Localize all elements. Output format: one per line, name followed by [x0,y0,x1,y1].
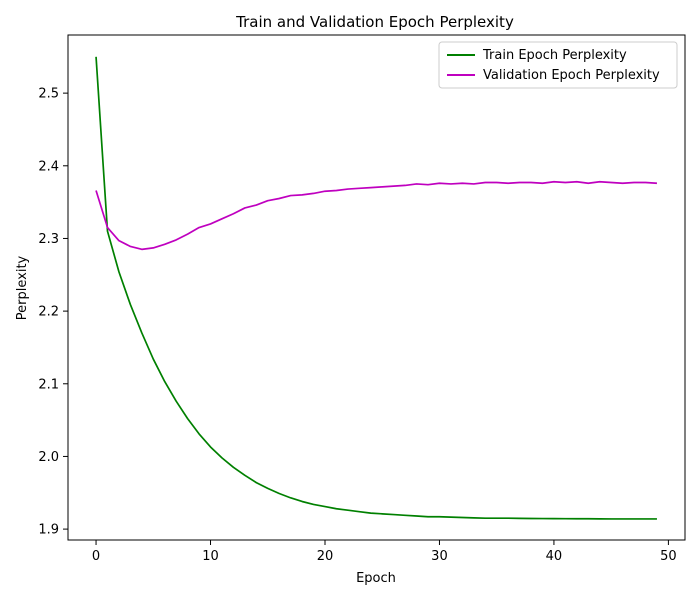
ticks-layer: 0 10 20 30 40 50 1.9 2.0 2.1 2.2 2.3 2.4 2.5 [38,87,676,564]
x-tick-label: 50 [660,549,677,564]
x-axis-label: Epoch [356,571,396,586]
chart-title: Train and Validation Epoch Perplexity [235,13,514,31]
y-tick-label: 2.1 [38,377,59,392]
x-tick-label: 20 [317,549,334,564]
legend-box [438,41,678,89]
x-tick-label: 10 [202,549,219,564]
series-layer [95,56,658,520]
x-tick-label: 40 [546,549,563,564]
legend-label-train: Train Epoch Perplexity [482,48,627,63]
plot-frame [67,34,686,541]
x-tick-label: 30 [431,549,448,564]
x-tick-label: 0 [92,549,100,564]
y-tick-label: 1.9 [38,523,59,538]
y-tick-label: 2.0 [38,450,59,465]
train-series-line [95,56,657,520]
y-axis-label: Perplexity [15,255,30,320]
legend: Train Epoch Perplexity Validation Epoch … [438,41,678,89]
y-tick-label: 2.3 [38,232,59,247]
y-tick-label: 2.4 [38,159,59,174]
legend-label-validation: Validation Epoch Perplexity [483,68,660,83]
y-tick-label: 2.5 [38,87,59,102]
validation-series-line [95,180,658,251]
y-tick-label: 2.2 [38,305,59,320]
